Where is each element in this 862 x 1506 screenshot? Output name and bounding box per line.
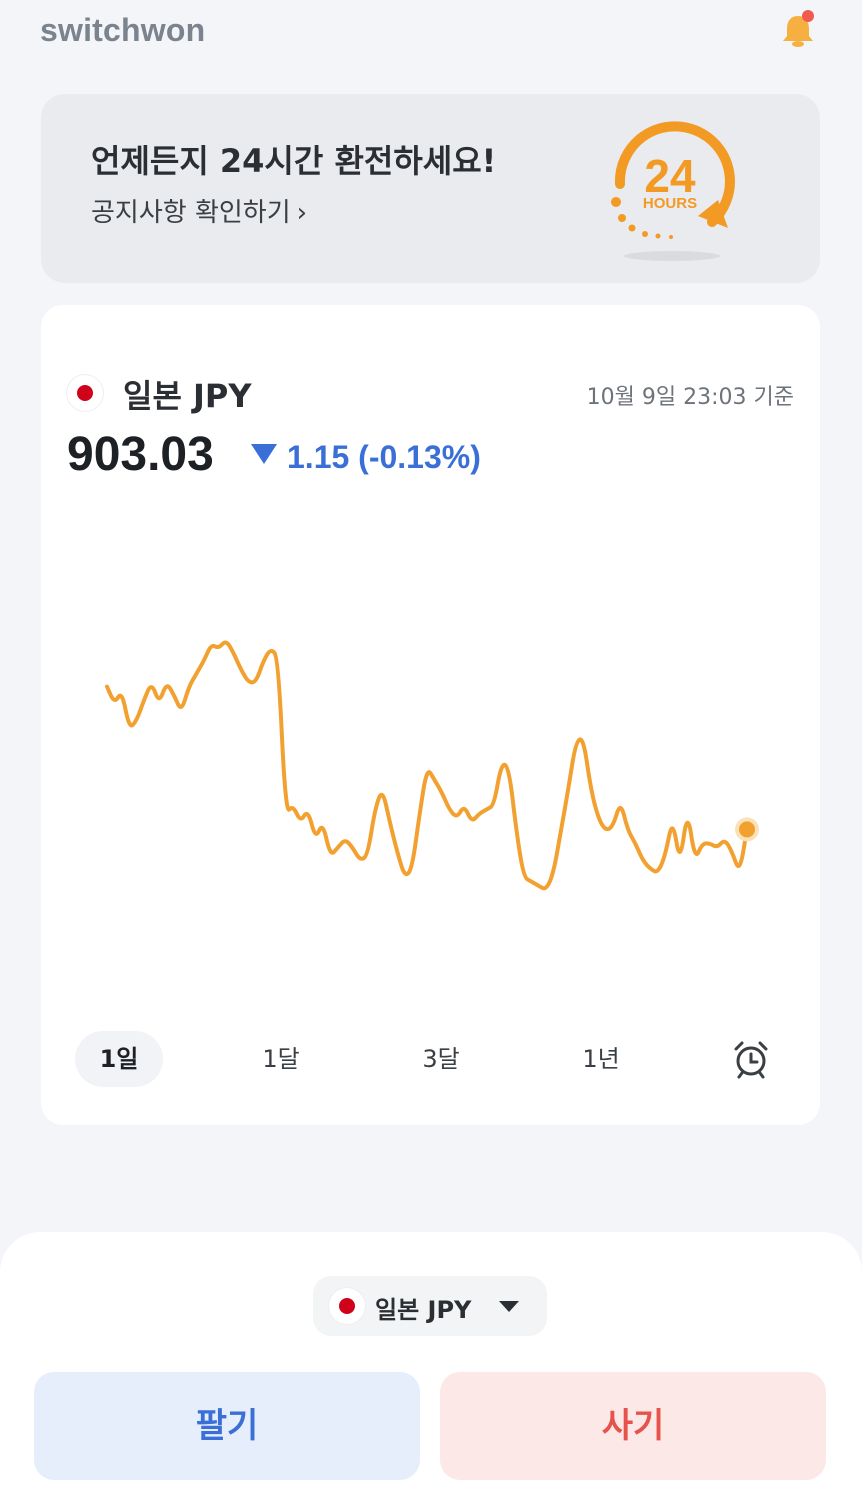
chart-series-line <box>105 640 749 891</box>
japan-flag-icon <box>329 1288 365 1324</box>
buy-button[interactable]: 사기 <box>440 1372 826 1480</box>
rate-change-value: 1.15 (-0.13%) <box>287 439 481 475</box>
chart-current-point <box>739 821 755 838</box>
app-header: switchwon <box>0 0 862 70</box>
tab-3months[interactable]: 3달 <box>422 1045 460 1073</box>
bell-icon[interactable] <box>776 8 820 52</box>
rate-change: 1.15 (-0.13%) <box>251 439 481 476</box>
notice-banner[interactable]: 언제든지 24시간 환전하세요! 공지사항 확인하기 › 24 HOURS <box>41 94 820 283</box>
24-hours-icon: 24 HOURS <box>611 121 735 261</box>
banner-title: 언제든지 24시간 환전하세요! <box>91 142 497 180</box>
exchange-rate-card: 일본 JPY 10월 9일 23:03 기준 903.03 1.15 (-0.1… <box>41 305 820 1125</box>
caret-down-icon <box>499 1301 519 1312</box>
badge-label: HOURS <box>643 195 697 212</box>
period-tabs: 1일 1달 3달 1년 <box>41 1031 820 1087</box>
notification-dot <box>802 10 814 22</box>
tab-1month[interactable]: 1달 <box>262 1045 300 1073</box>
currency-name: 일본 JPY <box>123 377 252 415</box>
currency-selector-label: 일본 JPY <box>375 1296 472 1324</box>
tab-1day[interactable]: 1일 <box>75 1031 163 1087</box>
japan-flag-icon <box>67 375 103 411</box>
currency-selector[interactable]: 일본 JPY <box>313 1276 547 1336</box>
sell-button[interactable]: 팔기 <box>34 1372 420 1480</box>
notice-link[interactable]: 공지사항 확인하기 › <box>91 192 307 229</box>
tab-1year[interactable]: 1년 <box>582 1045 620 1073</box>
notice-link-label: 공지사항 확인하기 <box>91 198 291 228</box>
bottom-sheet: 일본 JPY 팔기 사기 <box>0 1232 862 1506</box>
rate-line-chart <box>105 640 759 891</box>
chevron-right-icon: › <box>296 198 308 228</box>
alarm-clock-icon[interactable] <box>731 1039 771 1079</box>
exchange-rate-value: 903.03 <box>67 428 214 481</box>
down-triangle-icon <box>251 444 277 464</box>
badge-number: 24 <box>644 150 696 202</box>
app-logo: switchwon <box>40 12 206 48</box>
rate-timestamp: 10월 9일 23:03 기준 <box>586 385 794 410</box>
